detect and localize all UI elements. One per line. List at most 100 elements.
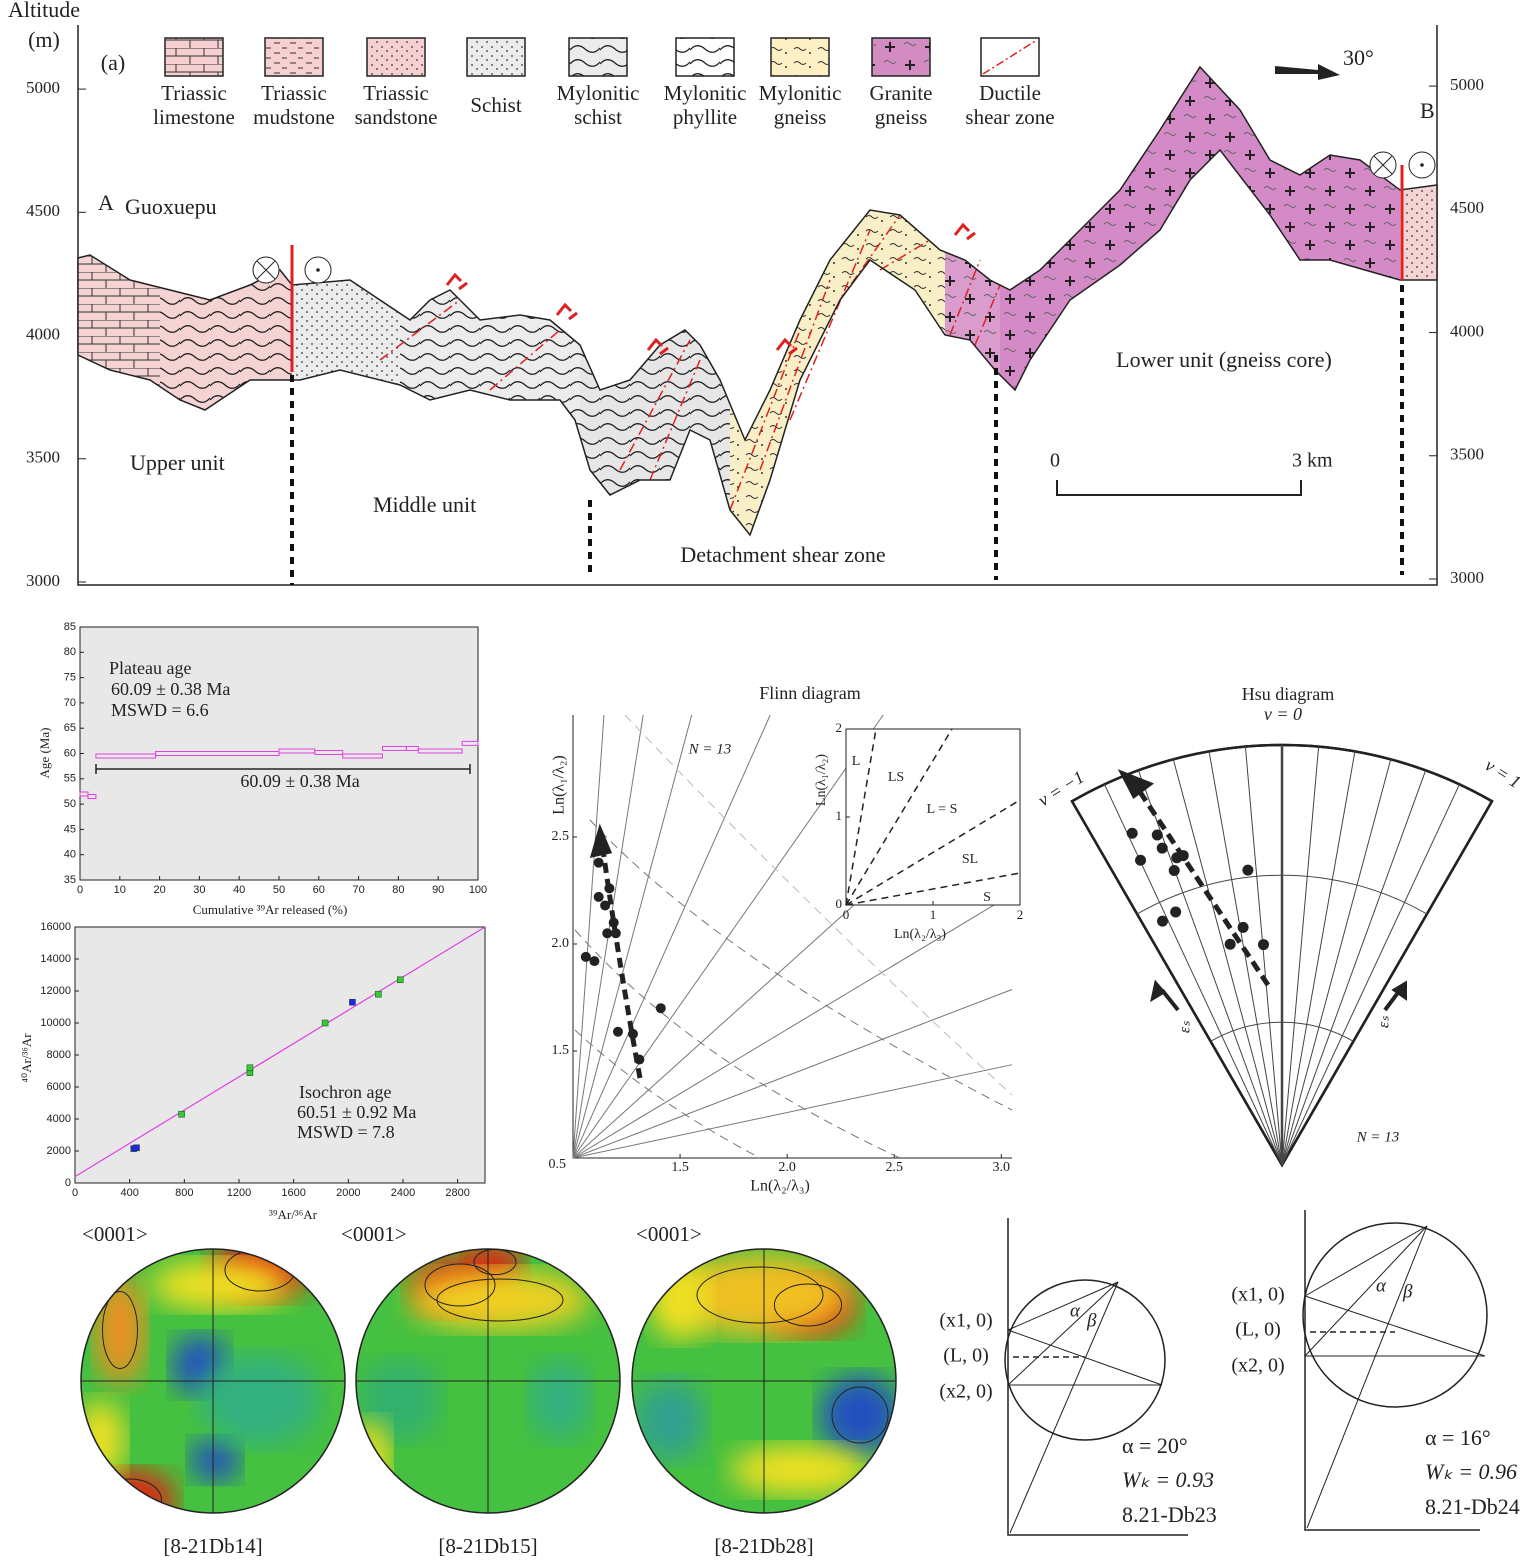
- annotation: N = 13: [688, 741, 732, 757]
- y-axis-label: Ln(λ₁/λ₂): [551, 755, 568, 815]
- sample-label: 8.21-Db24: [1425, 1494, 1520, 1519]
- direction-label: 30°: [1343, 45, 1374, 70]
- shear-sense: [646, 337, 669, 356]
- point: [321, 1019, 329, 1027]
- angle-label: β: [1086, 1310, 1097, 1331]
- x-tick-label: 80: [392, 884, 404, 896]
- construction: [1304, 1225, 1428, 1297]
- x-tick-label: 60: [313, 884, 325, 896]
- y2-tick-label: 5000: [1450, 75, 1484, 94]
- x-tick-label: 800: [175, 1187, 193, 1199]
- point: [589, 956, 600, 967]
- fit-line: [74, 926, 486, 1178]
- y2-tick-label: 4500: [1450, 198, 1484, 217]
- point: [634, 1054, 645, 1065]
- step: [79, 791, 89, 797]
- point: [602, 928, 613, 939]
- legend-label: Triassic: [261, 81, 327, 105]
- legend-label: shear zone: [965, 105, 1054, 129]
- legend-label: Triassic: [363, 81, 429, 105]
- angle-label: α: [1070, 1300, 1081, 1321]
- plot-area: [74, 926, 486, 1184]
- shear-band: [789, 229, 871, 421]
- point: [1156, 842, 1168, 854]
- axis-label: <0001>: [341, 1222, 407, 1246]
- point: [375, 990, 382, 998]
- theta-label: ν = 0: [1264, 704, 1302, 724]
- legend-swatch-pattern: [569, 38, 627, 76]
- legend-swatch-pattern: [165, 38, 223, 76]
- x-tick-label: 1: [930, 907, 937, 922]
- y-tick-label: 65: [64, 722, 76, 734]
- contour-line: [102, 1291, 138, 1369]
- movement-symbol: [316, 268, 320, 272]
- y-tick-label: 3000: [26, 571, 60, 590]
- axis-label: <0001>: [636, 1222, 702, 1246]
- x-tick-label: 2: [1017, 907, 1024, 922]
- y-tick-label: 3500: [26, 448, 60, 467]
- angle-label: β: [1402, 1281, 1413, 1302]
- y-tick-label: 1.5: [552, 1043, 570, 1058]
- grid-spoke: [1104, 784, 1283, 1166]
- legend-label: Mylonitic: [557, 81, 640, 105]
- point: [178, 1110, 185, 1118]
- x-axis-label: Cumulative ³⁹Ar released (%): [193, 902, 348, 917]
- axis-title: Altitude: [8, 0, 80, 22]
- grid-spoke: [1208, 751, 1283, 1166]
- y-tick-label: 55: [64, 773, 76, 785]
- point-label: (x1, 0): [939, 1310, 992, 1332]
- y-tick-label: 5000: [26, 78, 60, 97]
- construction: [1304, 1225, 1428, 1357]
- field-label: SL: [962, 852, 978, 867]
- frame: [1070, 743, 1494, 1168]
- density-contour: [635, 1380, 705, 1460]
- contour-line: [773, 1283, 843, 1327]
- y2-tick-label: 3500: [1450, 445, 1484, 464]
- legend-label: sandstone: [355, 105, 438, 129]
- origin-label: 0.5: [549, 1157, 567, 1172]
- point: [1237, 921, 1249, 933]
- sample-label: [8-21Db14]: [163, 1534, 262, 1558]
- y-tick-label: 70: [64, 697, 76, 709]
- point: [349, 998, 356, 1006]
- field-label: S: [983, 890, 991, 905]
- x-tick-label: 2.0: [778, 1160, 796, 1175]
- density-contour: [530, 1360, 590, 1440]
- y-axis-label: ⁴⁰Ar/³⁶Ar: [19, 1033, 34, 1083]
- trend-arrow: [1137, 790, 1271, 987]
- mohr-circle: [1302, 1222, 1488, 1408]
- construction: [1009, 1281, 1119, 1534]
- x-tick-label: 0: [843, 907, 850, 922]
- y-tick-label: 60: [64, 747, 76, 759]
- axes: [1007, 1218, 1188, 1536]
- point: [246, 1064, 254, 1072]
- fan-line: [572, 893, 1013, 1159]
- legend-label: limestone: [153, 105, 235, 129]
- x-tick-label: 70: [352, 884, 364, 896]
- rock-pattern: [1000, 67, 1400, 535]
- chart-title: Hsu diagram: [1242, 684, 1334, 704]
- strain-contour: [589, 819, 1013, 1111]
- y-tick-label: 0: [65, 1177, 71, 1189]
- angle-label: α: [1376, 1275, 1387, 1296]
- point-label: (L, 0): [1235, 1319, 1281, 1341]
- legend-swatch-pattern: [467, 38, 525, 76]
- x-tick-label: 2.5: [885, 1160, 903, 1175]
- x-tick-label: 50: [273, 884, 285, 896]
- mohr-circle: [1004, 1279, 1166, 1441]
- x-tick-label: 30: [193, 884, 205, 896]
- scale-label: 0: [1050, 450, 1060, 472]
- scale-label: 3 km: [1292, 450, 1333, 472]
- point-label: (x1, 0): [1231, 1284, 1284, 1306]
- fan-line: [572, 714, 605, 1159]
- x-tick-label: 100: [469, 884, 487, 896]
- legend-label: Ductile: [979, 81, 1041, 105]
- x-tick-label: 20: [153, 884, 165, 896]
- y-tick-label: 4000: [47, 1113, 71, 1125]
- x-tick-label: 2000: [336, 1187, 360, 1199]
- legend-label: Mylonitic: [664, 81, 747, 105]
- shear-band: [839, 214, 901, 301]
- x-tick-label: 10: [114, 884, 126, 896]
- grid-spoke: [1281, 784, 1460, 1166]
- axes: [1304, 1210, 1480, 1531]
